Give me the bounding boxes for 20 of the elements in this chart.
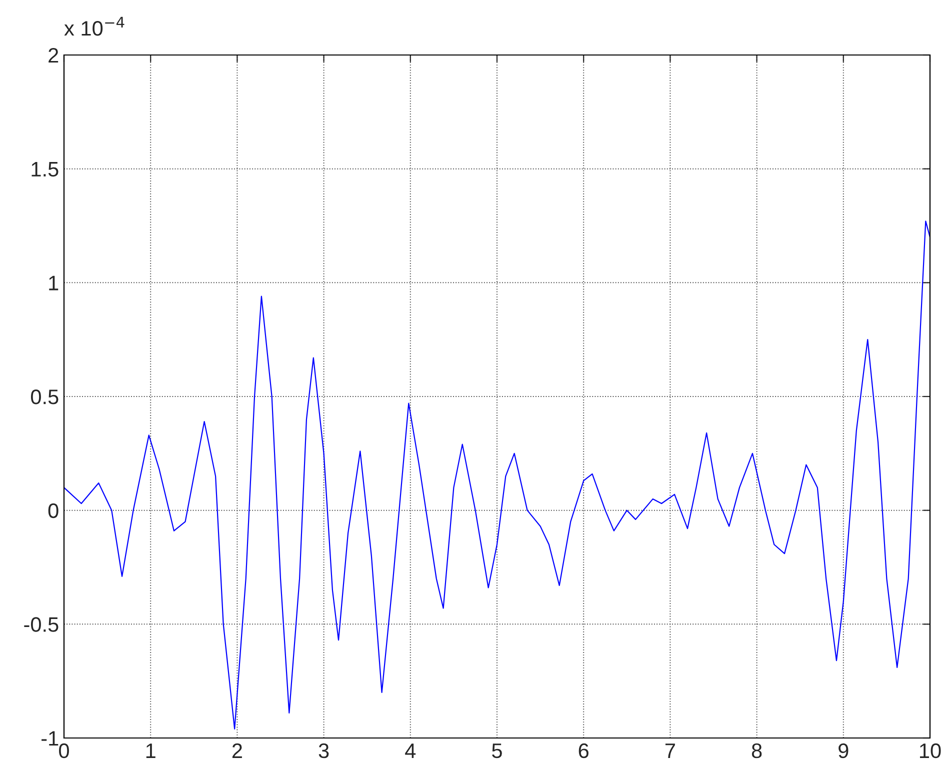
y-tick-label: 1 <box>49 276 58 290</box>
y-tick-label: 0 <box>48 503 58 518</box>
y-tick-label: 2 <box>48 48 58 63</box>
x-tick-label: 4 <box>405 744 416 758</box>
y-tick-label: 0.5 <box>30 390 58 404</box>
x-tick-label: 8 <box>752 743 762 758</box>
y-tick-label: -0.5 <box>24 617 58 632</box>
y-tick-label: 1.5 <box>32 162 58 177</box>
x-tick-label: 1 <box>146 744 156 758</box>
x-tick-label: 5 <box>492 744 502 758</box>
text: x 10$^{−4}$ <box>64 16 124 36</box>
x-tick-label: 2 <box>232 743 242 758</box>
x-tick-label: 3 <box>318 743 329 758</box>
x-tick-label: 0 <box>59 743 69 758</box>
x-tick-label: 6 <box>578 743 588 758</box>
line-series <box>64 220 930 730</box>
x-tick-label: 9 <box>838 743 848 758</box>
x-tick-label: 7 <box>665 744 675 758</box>
x-tick-label: 10 <box>920 743 941 758</box>
y-tick-label: -1 <box>42 731 58 746</box>
